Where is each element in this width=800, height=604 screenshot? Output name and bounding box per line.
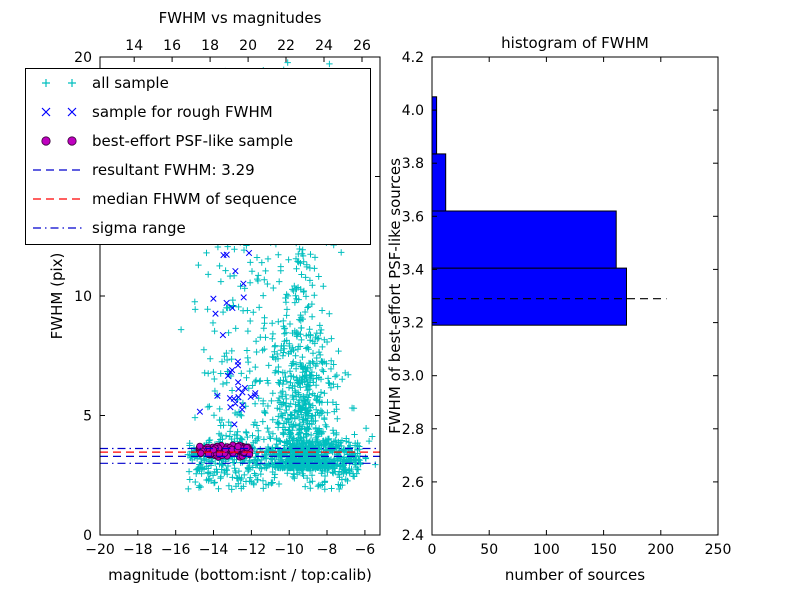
right-plot-xlabel: number of sources [505, 566, 645, 584]
y-tick-label: 20 [74, 50, 92, 66]
psf-sample-point [221, 445, 230, 453]
legend-label: median FHWM of sequence [92, 190, 297, 208]
psf-sample-point [234, 442, 242, 451]
y-tick-label: 4.2 [402, 50, 424, 66]
top-tick-label: 22 [277, 38, 295, 54]
x-tick-label: −8 [317, 542, 338, 558]
right-plot-ylabel: FWHM of best-effort PSF-like sources [386, 158, 404, 434]
legend-circle-marker-icon [41, 136, 51, 146]
legend-label: resultant FWHM: 3.29 [92, 161, 255, 179]
psf-sample-point [243, 444, 251, 452]
histogram-bar [432, 267, 627, 326]
x-tick-label: 50 [480, 542, 498, 558]
right-plot-title: histogram of FWHM [501, 34, 649, 52]
legend-plus-marker-icon [68, 79, 76, 87]
y-tick-label: 3.0 [402, 369, 424, 385]
y-tick-label: 0 [83, 528, 92, 544]
left-plot-points [177, 59, 379, 493]
top-tick-label: 20 [239, 38, 257, 54]
histogram-bar [432, 96, 438, 155]
y-tick-label: 5 [83, 409, 92, 425]
histogram-bar [432, 210, 617, 269]
x-tick-label: 0 [428, 542, 437, 558]
x-tick-label: −20 [85, 542, 115, 558]
legend-label: sigma range [92, 219, 186, 237]
top-tick-label: 26 [353, 38, 371, 54]
right-axes-ticks: 0 50 100 150 200 250 2.4 2.6 2.8 3.0 3.2 3.4 3.6 3.8 4… [402, 50, 732, 558]
right-axes-frame [431, 56, 719, 536]
y-tick-label: 4.0 [402, 103, 424, 119]
legend-plus-marker-icon [42, 79, 50, 87]
top-tick-label: 16 [163, 38, 181, 54]
y-tick-label: 2.6 [402, 475, 424, 491]
left-plot-ylabel: FWHM (pix) [48, 253, 66, 340]
x-tick-label: −12 [237, 542, 267, 558]
legend: all sample sample for rough FWHM best-effo… [25, 68, 371, 245]
scatter-series-x [196, 249, 259, 428]
legend-label: sample for rough FWHM [92, 103, 273, 121]
legend-entry: sample for rough FWHM [41, 103, 273, 121]
x-tick-label: 200 [647, 542, 674, 558]
psf-sample-point [197, 449, 205, 457]
legend-label: best-effort PSF-like sample [92, 132, 293, 150]
legend-entry: median FHWM of sequence [33, 190, 297, 208]
y-tick-label: 3.6 [402, 209, 424, 225]
legend-entry: best-effort PSF-like sample [41, 132, 293, 150]
y-tick-label: 3.4 [402, 262, 424, 278]
y-tick-label: 3.2 [402, 316, 424, 332]
x-tick-label: −10 [274, 542, 304, 558]
y-tick-label: 2.4 [402, 528, 424, 544]
legend-x-marker-icon [41, 107, 51, 117]
legend-entry: sigma range [33, 219, 186, 237]
y-tick-label: 10 [74, 289, 92, 305]
legend-x-marker-icon [67, 107, 77, 117]
y-tick-label: 3.8 [402, 156, 424, 172]
legend-circle-marker-icon [67, 136, 77, 146]
legend-entry: resultant FWHM: 3.29 [33, 161, 255, 179]
x-tick-label: −6 [355, 542, 376, 558]
legend-entry: all sample [42, 74, 169, 92]
histogram-bar [432, 153, 447, 212]
histogram-bars [432, 96, 627, 326]
top-tick-label: 14 [125, 38, 143, 54]
x-tick-label: 150 [590, 542, 617, 558]
top-tick-label: 24 [315, 38, 333, 54]
y-tick-label: 2.8 [402, 422, 424, 438]
x-tick-label: −14 [199, 542, 229, 558]
legend-box [25, 68, 371, 245]
left-plot-title: FWHM vs magnitudes [159, 9, 322, 27]
x-tick-label: 100 [533, 542, 560, 558]
psf-sample-point [196, 442, 204, 450]
x-tick-label: −18 [123, 542, 153, 558]
x-tick-label: 250 [705, 542, 732, 558]
top-tick-label: 18 [201, 38, 219, 54]
left-plot-reference-lines [100, 447, 380, 464]
x-tick-label: −16 [161, 542, 191, 558]
legend-label: all sample [92, 74, 169, 92]
left-plot-xlabel: magnitude (bottom:isnt / top:calib) [108, 566, 372, 584]
